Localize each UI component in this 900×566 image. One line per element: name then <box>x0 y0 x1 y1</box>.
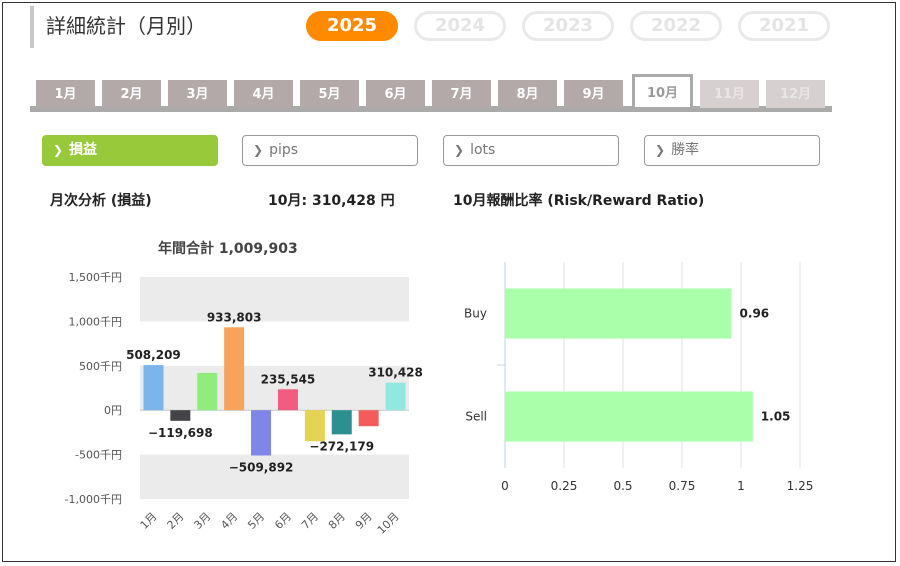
bar-3 <box>197 372 218 411</box>
risk-reward-chart: 0 0.25 0.5 0.75 1 1.25 Buy 0.96 Sell 1.05 <box>464 262 814 493</box>
year-tab-2022[interactable]: 2022 <box>630 11 722 41</box>
chevron-right-icon: ❯ <box>53 143 64 157</box>
chevron-right-icon: ❯ <box>454 143 465 157</box>
filter-tab-label: 損益 <box>69 142 98 158</box>
month-tab-11[interactable]: 11月 <box>700 80 759 108</box>
x-tick-label: 3月 <box>191 510 213 532</box>
x-tick-label: 2月 <box>165 510 187 532</box>
data-label: −119,698 <box>148 426 213 440</box>
month-tab-2[interactable]: 2月 <box>102 80 161 108</box>
x-tick-label: 1 <box>737 479 745 493</box>
plot-band <box>140 277 409 322</box>
filter-tab-winrate[interactable]: ❯ 勝率 <box>644 135 820 166</box>
x-tick-label: 1.25 <box>787 479 814 493</box>
x-tick-label: 10月 <box>375 510 402 537</box>
data-label: 508,209 <box>126 348 181 362</box>
x-tick-label: 0.25 <box>551 479 578 493</box>
year-tab-2021[interactable]: 2021 <box>738 11 830 41</box>
year-tab-2024[interactable]: 2024 <box>414 11 506 41</box>
x-tick-label: 0 <box>501 479 509 493</box>
bar-6 <box>277 389 298 411</box>
y-tick-label: 1,500千円 <box>69 271 123 284</box>
filter-tab-pips[interactable]: ❯ pips <box>242 135 418 166</box>
month-tab-5[interactable]: 5月 <box>300 80 359 108</box>
x-tick-label: 0.75 <box>669 479 696 493</box>
bar-9 <box>358 410 379 427</box>
x-tick-label: 6月 <box>272 510 294 532</box>
data-label: −272,179 <box>309 439 374 453</box>
data-label: 1.05 <box>761 410 791 424</box>
filter-tab-pnl[interactable]: ❯ 損益 <box>42 135 218 166</box>
filter-tab-lots[interactable]: ❯ lots <box>443 135 619 166</box>
month-tab-1[interactable]: 1月 <box>36 80 95 108</box>
data-label: 933,803 <box>207 310 262 324</box>
data-label: 235,545 <box>261 372 316 386</box>
x-tick-label: 0.5 <box>613 479 632 493</box>
y-tick-label: 0円 <box>104 404 122 417</box>
month-tab-10[interactable]: 10月 <box>632 74 693 107</box>
title-bar: 詳細統計（月別） <box>30 6 206 48</box>
category-label: Sell <box>465 410 487 424</box>
chevron-right-icon: ❯ <box>655 143 666 157</box>
annual-total: 年間合計 1,009,903 <box>158 241 298 257</box>
month-tab-12[interactable]: 12月 <box>766 80 825 108</box>
data-label: −509,892 <box>229 460 294 474</box>
bar-8 <box>331 410 352 435</box>
filter-tab-label: pips <box>269 142 299 158</box>
month-tab-9[interactable]: 9月 <box>564 80 623 108</box>
month-tab-strip <box>30 106 832 112</box>
x-tick-label: 1月 <box>138 510 160 532</box>
bar-2 <box>170 410 191 421</box>
bar-sell <box>505 391 753 442</box>
month-tab-3[interactable]: 3月 <box>168 80 227 108</box>
year-tab-2023[interactable]: 2023 <box>522 11 614 41</box>
month-tab-7[interactable]: 7月 <box>432 80 491 108</box>
x-tick-label: 4月 <box>218 510 240 532</box>
chevron-right-icon: ❯ <box>253 143 264 157</box>
monthly-pnl-chart: 1,500千円 1,000千円 500千円 0円 -500千円 -1,000千円 508,2… <box>65 271 423 537</box>
bar-7 <box>304 410 325 442</box>
x-tick-label: 9月 <box>353 510 375 532</box>
month-tab-8[interactable]: 8月 <box>498 80 557 108</box>
y-tick-label: 1,000千円 <box>69 315 123 328</box>
y-tick-label: 500千円 <box>79 360 122 373</box>
month-tab-4[interactable]: 4月 <box>234 80 293 108</box>
ratio-heading: 10月報酬比率 (Risk/Reward Ratio) <box>453 193 705 209</box>
plot-band <box>140 454 409 499</box>
bar-5 <box>251 410 272 456</box>
y-tick-label: -500千円 <box>75 449 122 462</box>
month-tab-6[interactable]: 6月 <box>366 80 425 108</box>
plot-band <box>140 365 409 411</box>
data-label: 0.96 <box>740 307 770 321</box>
bar-buy <box>505 288 732 339</box>
category-label: Buy <box>464 307 487 321</box>
x-tick-label: 5月 <box>245 510 267 532</box>
bar-10 <box>385 382 406 411</box>
bar-4 <box>224 327 245 411</box>
x-tick-label: 8月 <box>326 510 348 532</box>
month-total: 10月: 310,428 円 <box>268 193 395 209</box>
bar-1 <box>143 365 164 411</box>
x-tick-label: 7月 <box>299 510 321 532</box>
y-tick-label: -1,000千円 <box>65 493 122 506</box>
monthly-analysis-heading: 月次分析 (損益) <box>50 193 152 209</box>
year-tab-2025[interactable]: 2025 <box>306 11 398 41</box>
data-label: 310,428 <box>368 366 423 380</box>
page-title: 詳細統計（月別） <box>46 14 206 38</box>
filter-tab-label: 勝率 <box>671 142 700 158</box>
filter-tab-label: lots <box>470 142 496 158</box>
